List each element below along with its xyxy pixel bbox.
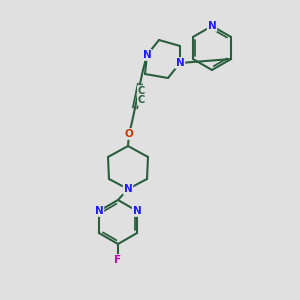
Text: N: N [133,206,141,216]
Text: N: N [176,58,184,68]
Text: N: N [142,50,152,60]
Text: O: O [124,129,134,139]
Text: N: N [124,184,132,194]
Text: F: F [114,255,122,265]
Text: N: N [94,206,103,216]
Text: N: N [208,21,216,31]
Text: C: C [138,86,145,96]
Text: C: C [138,95,145,105]
